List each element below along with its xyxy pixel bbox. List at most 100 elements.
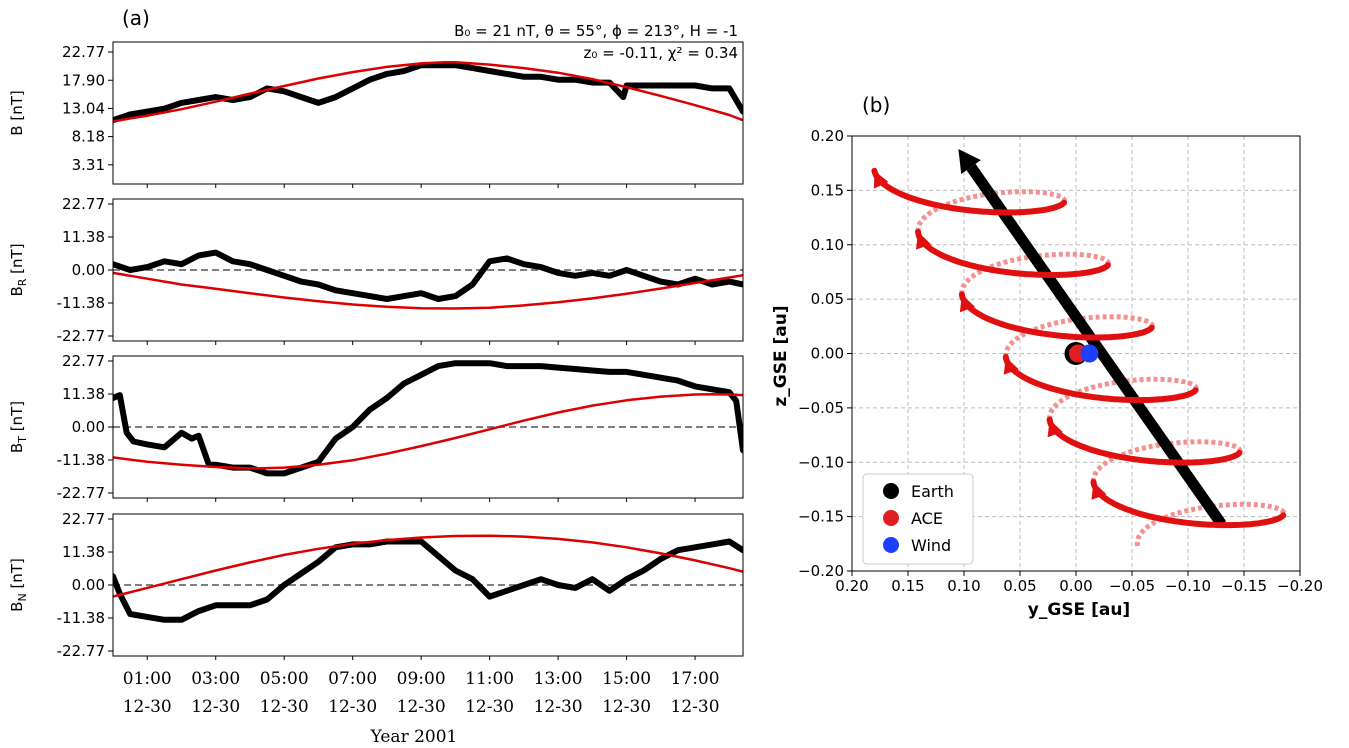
x-tick-label-date: 12-30 (191, 697, 240, 717)
y-axis-label: B [nT] (8, 90, 26, 135)
panel-a: (a) B₀ = 21 nT, θ = 55°, ϕ = 213°, H = -… (8, 6, 744, 747)
y-tick-label: 11.38 (62, 385, 105, 403)
y-tick-label: 22.77 (62, 352, 105, 370)
x-tick-label-time: 01:00 (123, 669, 172, 689)
y-tick-label: -11.38 (57, 294, 105, 312)
legend-marker (883, 510, 899, 526)
x-tick-label: −0.10 (1165, 577, 1211, 595)
axis-arrow-head (958, 149, 981, 174)
helix-front-segment (1090, 479, 1287, 529)
helix-front-segment (958, 291, 1155, 341)
y-tick-label: −0.15 (798, 508, 844, 526)
helix-arrowhead (1047, 419, 1063, 438)
annotation-line-2: z₀ = -0.11, χ² = 0.34 (583, 44, 738, 62)
plot-frame (851, 135, 1301, 572)
marker-wind (1080, 344, 1099, 363)
x-tick-label-date: 12-30 (397, 697, 446, 717)
y-axis-label: BT [nT] (8, 401, 29, 453)
subplot-1: 3.31 8.18 13.04 17.90 22.77 B [nT] (8, 41, 744, 188)
y-tick-label: 11.38 (62, 543, 105, 561)
helix-arrowhead (915, 231, 932, 250)
x-tick-label: 0.20 (835, 577, 868, 595)
y-tick-label: 8.18 (72, 128, 105, 146)
x-ticks-a: 01:00 12-30 03:00 12-30 05:00 12-30 07:00 12-30… (123, 669, 720, 717)
y-tick-label: -11.38 (57, 451, 105, 469)
y-tick-label: 11.38 (62, 228, 105, 246)
model-fit-series (113, 534, 743, 598)
x-tick-label-date: 12-30 (534, 697, 583, 717)
model-fit-series (113, 61, 743, 123)
y-axis-label: BR [nT] (8, 243, 29, 296)
y-tick-label: 17.90 (62, 71, 105, 89)
x-tick-label: 0.15 (891, 577, 924, 595)
y-axis-label: BN [nT] (8, 558, 29, 612)
y-tick-label: −0.20 (798, 562, 844, 580)
helix-front-segment (871, 167, 1067, 216)
x-tick-label: −0.15 (1221, 577, 1267, 595)
annotation-line-1: B₀ = 21 nT, θ = 55°, ϕ = 213°, H = -1 (454, 22, 738, 40)
legend-marker (883, 483, 899, 499)
subplot-3: -22.77 -11.38 0.00 11.38 22.77 BT [nT] (8, 352, 744, 502)
y-tick-label: 22.77 (62, 510, 105, 528)
x-tick-label-date: 12-30 (328, 697, 377, 717)
legend-label: ACE (911, 509, 943, 528)
legend-marker (883, 537, 899, 553)
y-tick-label: 0.00 (811, 345, 844, 363)
y-tick-label: -11.38 (57, 609, 105, 627)
y-tick-label: 0.00 (72, 418, 105, 436)
x-tick-label: 0.10 (947, 577, 980, 595)
x-tick-label: 0.05 (1003, 577, 1036, 595)
plot-b: 0.20 0.15 0.10 0.05 0.00 −0.05 −0.10 −0.15 −0.20… (798, 127, 1323, 595)
observed-series (113, 62, 743, 124)
y-tick-label: 22.77 (62, 195, 105, 213)
y-tick-label: −0.05 (798, 399, 844, 417)
subplot-frame (112, 41, 744, 185)
x-tick-label-date: 12-30 (671, 697, 720, 717)
x-tick-label: −0.05 (1109, 577, 1155, 595)
model-fit-series (113, 271, 743, 310)
legend-label: Earth (911, 482, 954, 501)
x-tick-label-date: 12-30 (260, 697, 309, 717)
helix-arrowhead (959, 294, 975, 313)
helix-arrowhead (873, 170, 889, 189)
y-tick-label: 0.10 (811, 236, 844, 254)
observed-series (113, 538, 743, 623)
x-tick-label: −0.20 (1277, 577, 1323, 595)
y-tick-label: -22.77 (57, 484, 105, 502)
helix-front-segment (1046, 416, 1243, 466)
helix-front (871, 167, 1287, 529)
y-tick-label: 0.20 (811, 127, 844, 145)
subplot-2: -22.77 -11.38 0.00 11.38 22.77 BR [nT] (8, 195, 744, 345)
helix-front-segment (915, 228, 1111, 278)
y-axis-label-b: z_GSE [au] (771, 305, 791, 406)
x-tick-label-time: 09:00 (397, 669, 446, 689)
x-tick-label: 0.00 (1059, 577, 1092, 595)
x-axis-label-a: Year 2001 (370, 727, 458, 747)
axis-arrow-shaft (966, 163, 1227, 528)
panel-b-label: (b) (862, 93, 890, 117)
legend-b: Earth ACE Wind (862, 473, 974, 565)
y-tick-label: -22.77 (57, 642, 105, 660)
y-tick-label: 0.00 (72, 261, 105, 279)
observed-series (113, 249, 743, 302)
x-tick-label-time: 03:00 (191, 669, 240, 689)
x-tick-label-time: 15:00 (602, 669, 651, 689)
x-tick-label-time: 07:00 (328, 669, 377, 689)
panel-a-label: (a) (122, 6, 150, 30)
y-tick-label: 13.04 (62, 99, 105, 117)
y-tick-label: -22.77 (57, 327, 105, 345)
y-tick-label: 0.15 (811, 181, 844, 199)
x-tick-label-time: 17:00 (671, 669, 720, 689)
model-fit-series (113, 393, 743, 470)
y-tick-label: 0.05 (811, 290, 844, 308)
x-tick-label-date: 12-30 (123, 697, 172, 717)
y-tick-label: 0.00 (72, 576, 105, 594)
y-tick-label: 3.31 (72, 156, 105, 174)
helix-arrowhead (1091, 482, 1107, 500)
observed-series (113, 360, 743, 477)
panel-b: (b) 0.20 0.15 0.10 0.05 0.00 −0.05 −0.10 −0.15−… (771, 93, 1323, 620)
x-tick-label-date: 12-30 (465, 697, 514, 717)
helix-front-segment (1002, 354, 1199, 404)
x-tick-label-time: 11:00 (465, 669, 514, 689)
